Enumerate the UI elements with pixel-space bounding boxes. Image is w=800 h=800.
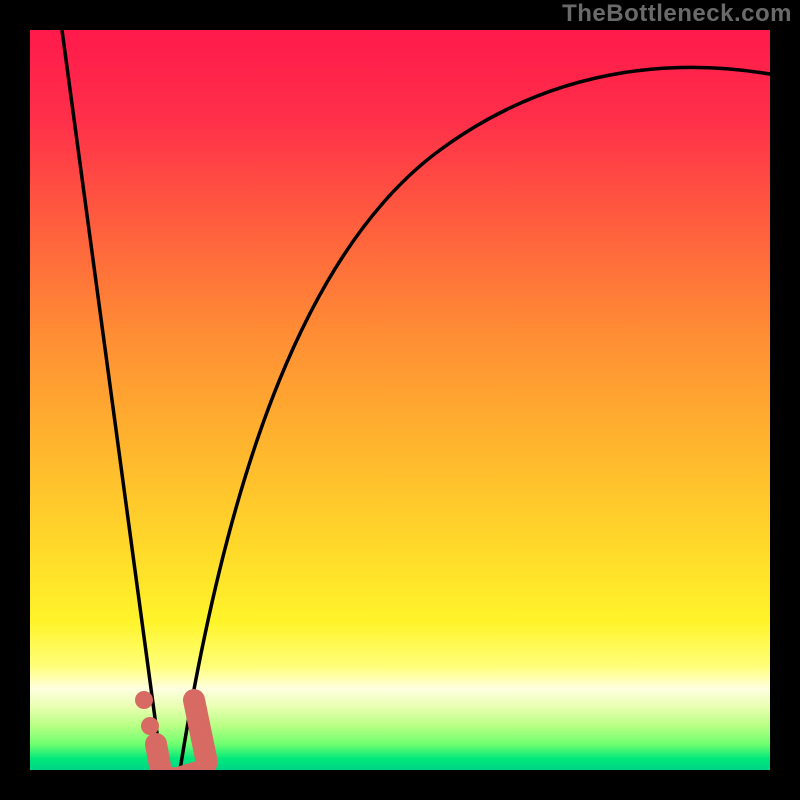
bottleneck-chart [0,0,800,800]
chart-background-gradient [30,30,770,770]
